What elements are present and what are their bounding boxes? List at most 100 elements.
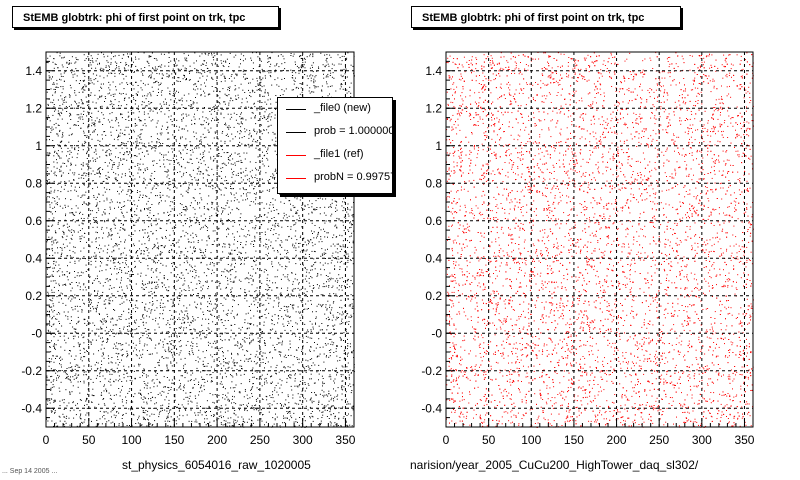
scatter-point bbox=[264, 342, 266, 344]
scatter-point bbox=[336, 278, 338, 280]
scatter-point bbox=[98, 90, 100, 92]
scatter-point bbox=[267, 285, 269, 287]
scatter-point bbox=[274, 65, 276, 67]
scatter-point bbox=[351, 275, 353, 277]
scatter-point bbox=[83, 184, 85, 186]
scatter-point bbox=[340, 339, 342, 341]
scatter-point bbox=[311, 212, 313, 214]
scatter-point bbox=[204, 381, 206, 383]
scatter-point bbox=[192, 107, 194, 108]
scatter-point bbox=[249, 82, 251, 84]
scatter-point bbox=[284, 219, 286, 221]
scatter-point bbox=[270, 103, 272, 105]
scatter-point bbox=[193, 62, 195, 64]
scatter-point bbox=[224, 77, 226, 79]
scatter-point bbox=[327, 63, 329, 65]
scatter-point bbox=[312, 291, 313, 293]
scatter-point bbox=[182, 390, 184, 392]
scatter-point bbox=[240, 244, 241, 245]
scatter-point bbox=[87, 393, 88, 395]
scatter-point bbox=[88, 344, 89, 346]
scatter-point bbox=[234, 344, 236, 346]
scatter-point bbox=[91, 119, 93, 121]
scatter-point bbox=[79, 236, 81, 238]
scatter-point bbox=[243, 373, 245, 375]
scatter-point bbox=[148, 238, 150, 240]
scatter-point bbox=[350, 386, 352, 388]
scatter-point bbox=[105, 299, 107, 301]
scatter-point bbox=[240, 131, 242, 133]
scatter-point bbox=[211, 184, 213, 186]
scatter-point bbox=[111, 368, 113, 370]
scatter-point bbox=[99, 96, 101, 98]
scatter-point bbox=[296, 323, 298, 325]
scatter-point bbox=[207, 310, 209, 311]
scatter-point bbox=[181, 332, 183, 334]
scatter-point bbox=[342, 210, 344, 212]
scatter-point bbox=[96, 157, 98, 159]
scatter-point bbox=[65, 304, 67, 306]
scatter-point bbox=[186, 372, 188, 374]
scatter-point bbox=[349, 304, 351, 305]
scatter-point bbox=[238, 251, 240, 253]
scatter-point bbox=[233, 412, 235, 414]
scatter-point bbox=[62, 133, 63, 135]
scatter-point bbox=[251, 266, 253, 267]
scatter-point bbox=[171, 365, 173, 367]
scatter-point bbox=[235, 384, 237, 386]
scatter-point bbox=[203, 272, 205, 274]
scatter-point bbox=[264, 345, 266, 346]
scatter-point bbox=[346, 403, 348, 405]
scatter-point bbox=[190, 294, 192, 296]
scatter-point bbox=[183, 329, 184, 331]
scatter-point bbox=[265, 395, 267, 397]
scatter-point bbox=[351, 407, 353, 409]
scatter-point bbox=[96, 222, 98, 224]
scatter-point bbox=[57, 150, 59, 152]
scatter-point bbox=[161, 356, 163, 358]
scatter-point bbox=[135, 65, 137, 67]
scatter-point bbox=[269, 287, 271, 288]
scatter-point bbox=[203, 314, 205, 315]
scatter-point bbox=[258, 344, 260, 346]
scatter-point bbox=[60, 254, 62, 255]
scatter-point bbox=[206, 75, 208, 77]
scatter-point bbox=[83, 130, 85, 132]
scatter-point bbox=[120, 114, 122, 116]
scatter-point bbox=[222, 397, 224, 399]
scatter-point bbox=[134, 320, 135, 322]
scatter-point bbox=[51, 386, 53, 388]
scatter-point bbox=[322, 381, 324, 383]
scatter-point bbox=[121, 277, 122, 279]
scatter-point bbox=[215, 281, 217, 283]
scatter-point bbox=[318, 400, 320, 402]
scatter-point bbox=[57, 135, 59, 137]
scatter-point bbox=[175, 140, 177, 142]
scatter-point bbox=[135, 354, 137, 356]
scatter-point bbox=[106, 390, 108, 391]
scatter-point bbox=[190, 176, 192, 178]
scatter-point bbox=[268, 72, 270, 74]
scatter-point bbox=[143, 317, 145, 319]
scatter-point bbox=[194, 113, 195, 115]
scatter-point bbox=[210, 300, 211, 302]
scatter-point bbox=[138, 326, 140, 327]
scatter-point bbox=[60, 381, 62, 383]
scatter-point bbox=[99, 265, 101, 267]
scatter-point bbox=[234, 410, 236, 411]
scatter-point bbox=[194, 188, 196, 190]
scatter-point bbox=[71, 147, 73, 149]
scatter-point bbox=[114, 245, 116, 247]
scatter-point bbox=[73, 378, 75, 380]
scatter-point bbox=[76, 305, 78, 307]
scatter-point bbox=[336, 346, 338, 347]
scatter-point bbox=[188, 241, 189, 243]
scatter-point bbox=[159, 254, 161, 256]
scatter-point bbox=[70, 290, 72, 292]
scatter-point bbox=[134, 224, 136, 226]
scatter-point bbox=[60, 356, 62, 358]
scatter-point bbox=[67, 122, 69, 124]
scatter-point bbox=[156, 133, 158, 135]
scatter-point bbox=[180, 236, 182, 237]
scatter-point bbox=[162, 74, 164, 76]
